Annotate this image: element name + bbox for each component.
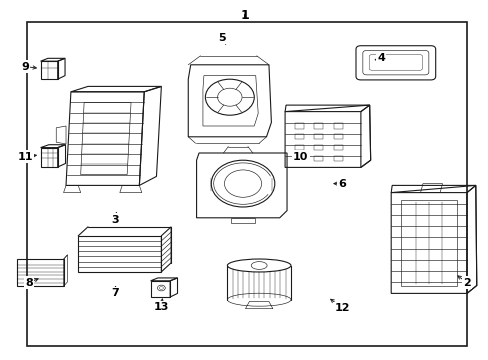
Bar [314, 145, 323, 150]
Text: 1: 1 [240, 9, 248, 22]
Bar [333, 123, 342, 129]
Bar [294, 123, 303, 129]
Bar [400, 200, 456, 286]
Text: 9: 9 [21, 62, 29, 72]
Bar [294, 145, 303, 150]
Bar [333, 145, 342, 150]
Text: 3: 3 [111, 215, 119, 225]
Bar [314, 156, 323, 161]
Bar [294, 156, 303, 161]
Text: 13: 13 [153, 302, 169, 312]
Bar [314, 134, 323, 139]
Text: 5: 5 [218, 33, 226, 43]
Text: 10: 10 [292, 152, 308, 162]
Text: 2: 2 [462, 278, 470, 288]
Bar [78, 236, 161, 272]
Text: 7: 7 [111, 288, 119, 298]
Text: 4: 4 [377, 53, 385, 63]
Text: 12: 12 [334, 303, 349, 313]
Text: 11: 11 [18, 152, 33, 162]
Text: 8: 8 [25, 278, 33, 288]
Bar [17, 259, 63, 286]
Bar [314, 123, 323, 129]
Bar [294, 134, 303, 139]
Bar [333, 156, 342, 161]
Text: 6: 6 [338, 179, 346, 189]
Bar [333, 134, 342, 139]
